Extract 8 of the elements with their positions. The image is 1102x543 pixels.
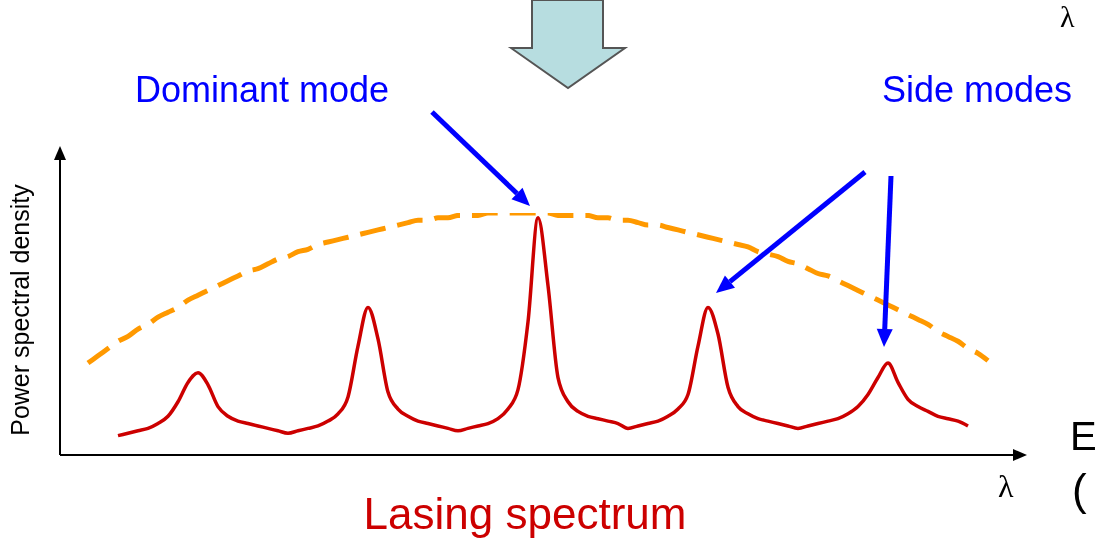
text: ( [1072,465,1087,515]
text: Dominant mode [135,69,390,110]
text: Lasing spectrum [363,489,687,538]
x-axis-title: λ [998,468,1014,505]
y-axis-title: Power spectral density [5,184,35,436]
text: E [1070,414,1097,458]
text: Side modes [882,69,1073,110]
text: λ [1060,0,1075,33]
